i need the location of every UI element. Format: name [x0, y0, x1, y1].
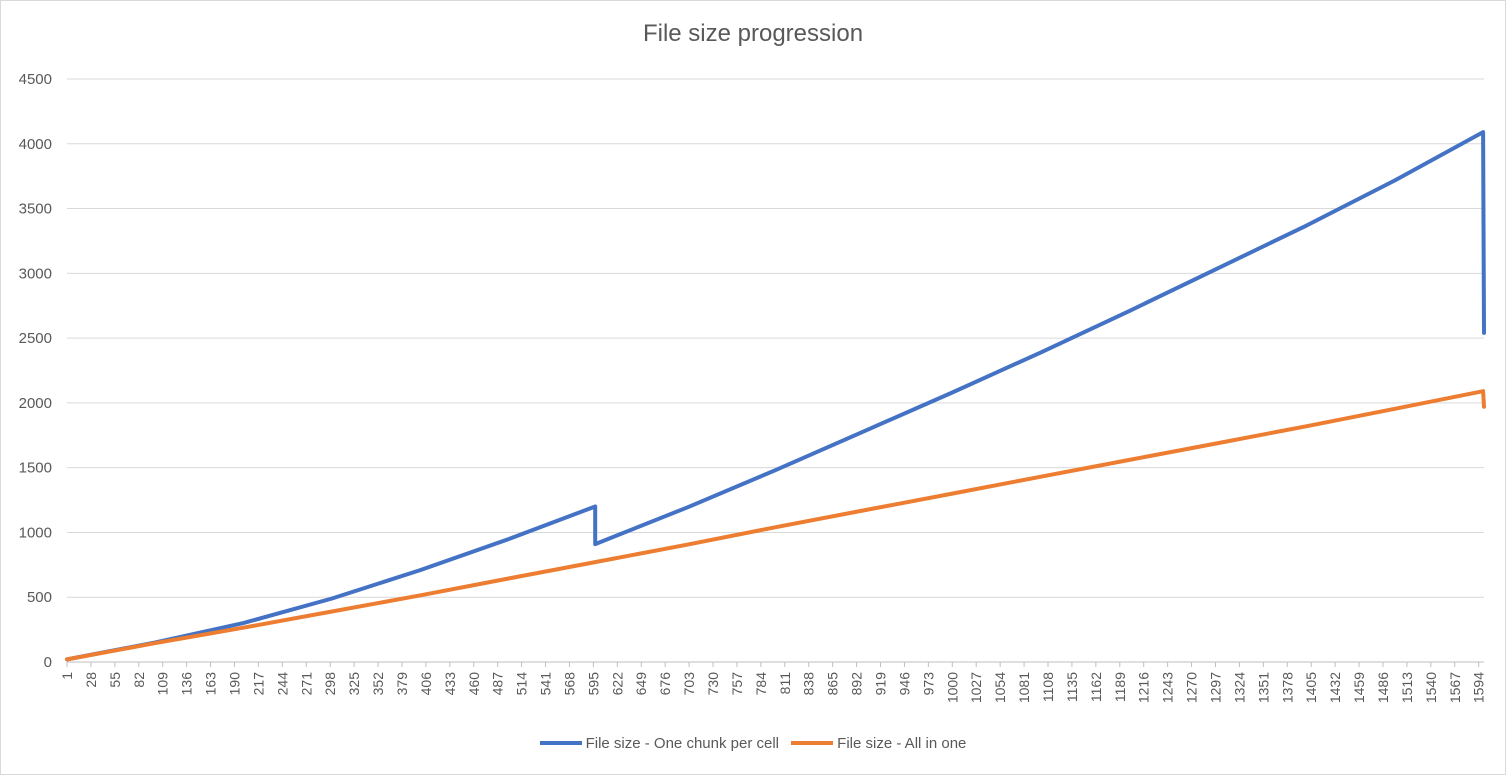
x-tick-label-1459: 1459 [1351, 672, 1367, 703]
x-tick-label-1486: 1486 [1375, 672, 1391, 703]
grid-lines [67, 78, 1484, 598]
x-tick-label-892: 892 [849, 672, 865, 696]
y-tick-label-3000: 3000 [19, 265, 52, 282]
x-tick-label-541: 541 [538, 672, 554, 696]
x-tick-label-1567: 1567 [1447, 672, 1463, 703]
x-tick-label-757: 757 [729, 672, 745, 696]
x-tick-label-730: 730 [705, 672, 721, 696]
legend-label-one-chunk: File size - One chunk per cell [585, 734, 779, 752]
x-tick-label-1081: 1081 [1016, 672, 1032, 703]
x-tick-label-406: 406 [418, 672, 434, 696]
x-tick-label-1594: 1594 [1471, 672, 1487, 703]
x-axis-ticks: 1 28 55 82 109 136 163 190 217 244 271 298 325 352 379… [59, 662, 1487, 703]
x-tick-label-1: 1 [59, 672, 75, 680]
x-tick-label-1189: 1189 [1112, 672, 1128, 702]
y-tick-label-1500: 1500 [19, 460, 52, 477]
x-tick-label-460: 460 [466, 672, 482, 696]
x-tick-label-163: 163 [203, 672, 219, 696]
x-tick-label-1135: 1135 [1064, 672, 1080, 702]
x-tick-label-784: 784 [753, 672, 769, 696]
x-tick-label-325: 325 [346, 672, 362, 696]
series-line-0 [65, 130, 1486, 662]
x-tick-label-973: 973 [920, 672, 936, 696]
legend-item-one-chunk: File size - One chunk per cell [539, 734, 779, 752]
x-tick-label-919: 919 [873, 672, 889, 696]
y-tick-label-4000: 4000 [19, 136, 52, 153]
x-tick-label-649: 649 [633, 672, 649, 696]
legend: File size - One chunk per cell File size… [0, 732, 1506, 752]
x-tick-label-1324: 1324 [1231, 672, 1247, 703]
y-tick-label-500: 500 [27, 589, 52, 606]
x-tick-label-811: 811 [777, 672, 793, 695]
x-tick-label-1432: 1432 [1327, 672, 1343, 703]
x-tick-label-379: 379 [394, 672, 410, 696]
series-lines [65, 130, 1486, 662]
x-tick-label-1162: 1162 [1088, 672, 1104, 702]
x-tick-label-514: 514 [514, 672, 530, 696]
x-tick-label-433: 433 [442, 672, 458, 696]
x-tick-label-109: 109 [155, 672, 171, 696]
x-tick-label-865: 865 [825, 672, 841, 696]
x-tick-label-595: 595 [585, 672, 601, 696]
legend-item-all-in-one: File size - All in one [791, 735, 966, 752]
x-tick-label-217: 217 [250, 672, 266, 696]
x-tick-label-244: 244 [274, 672, 290, 696]
x-tick-label-1405: 1405 [1303, 672, 1319, 703]
series-line-1 [65, 389, 1486, 662]
legend-label-all-in-one: File size - All in one [837, 734, 967, 752]
x-tick-label-55: 55 [107, 672, 123, 688]
y-axis-ticks: 0 500 1000 1500 2000 2500 3000 3500 4000 4500 [19, 71, 52, 671]
x-tick-label-1297: 1297 [1207, 672, 1223, 703]
x-tick-label-298: 298 [322, 672, 338, 696]
x-tick-label-1513: 1513 [1399, 672, 1415, 703]
x-tick-label-190: 190 [226, 672, 242, 696]
x-tick-label-1054: 1054 [992, 672, 1008, 703]
x-tick-label-703: 703 [681, 672, 697, 696]
x-tick-label-271: 271 [298, 672, 314, 696]
y-tick-label-2500: 2500 [19, 330, 52, 347]
y-tick-label-4500: 4500 [19, 71, 52, 88]
x-tick-label-946: 946 [896, 672, 912, 696]
x-tick-label-1000: 1000 [944, 672, 960, 703]
x-tick-label-1351: 1351 [1255, 672, 1271, 703]
x-tick-label-487: 487 [490, 672, 506, 696]
x-tick-label-1108: 1108 [1040, 672, 1056, 702]
legend-swatch-one-chunk [539, 741, 582, 745]
x-tick-label-1027: 1027 [968, 672, 984, 703]
x-tick-label-1540: 1540 [1423, 672, 1439, 703]
x-tick-label-1216: 1216 [1136, 672, 1152, 703]
y-tick-label-0: 0 [44, 654, 52, 671]
x-tick-label-1378: 1378 [1279, 672, 1295, 703]
x-tick-label-838: 838 [801, 672, 817, 696]
x-tick-label-622: 622 [609, 672, 625, 696]
x-tick-label-676: 676 [657, 672, 673, 696]
x-tick-label-136: 136 [179, 672, 195, 696]
legend-swatch-all-in-one [791, 741, 834, 745]
x-tick-label-28: 28 [83, 672, 99, 688]
y-tick-label-2000: 2000 [19, 395, 52, 412]
chart-title: File size progression [642, 20, 864, 47]
x-tick-label-352: 352 [370, 672, 386, 696]
x-tick-label-82: 82 [131, 672, 147, 688]
y-tick-label-1000: 1000 [19, 524, 52, 541]
x-tick-label-1270: 1270 [1184, 672, 1200, 703]
y-tick-label-3500: 3500 [19, 201, 52, 218]
x-tick-label-1243: 1243 [1160, 672, 1176, 703]
x-tick-label-568: 568 [561, 672, 577, 696]
